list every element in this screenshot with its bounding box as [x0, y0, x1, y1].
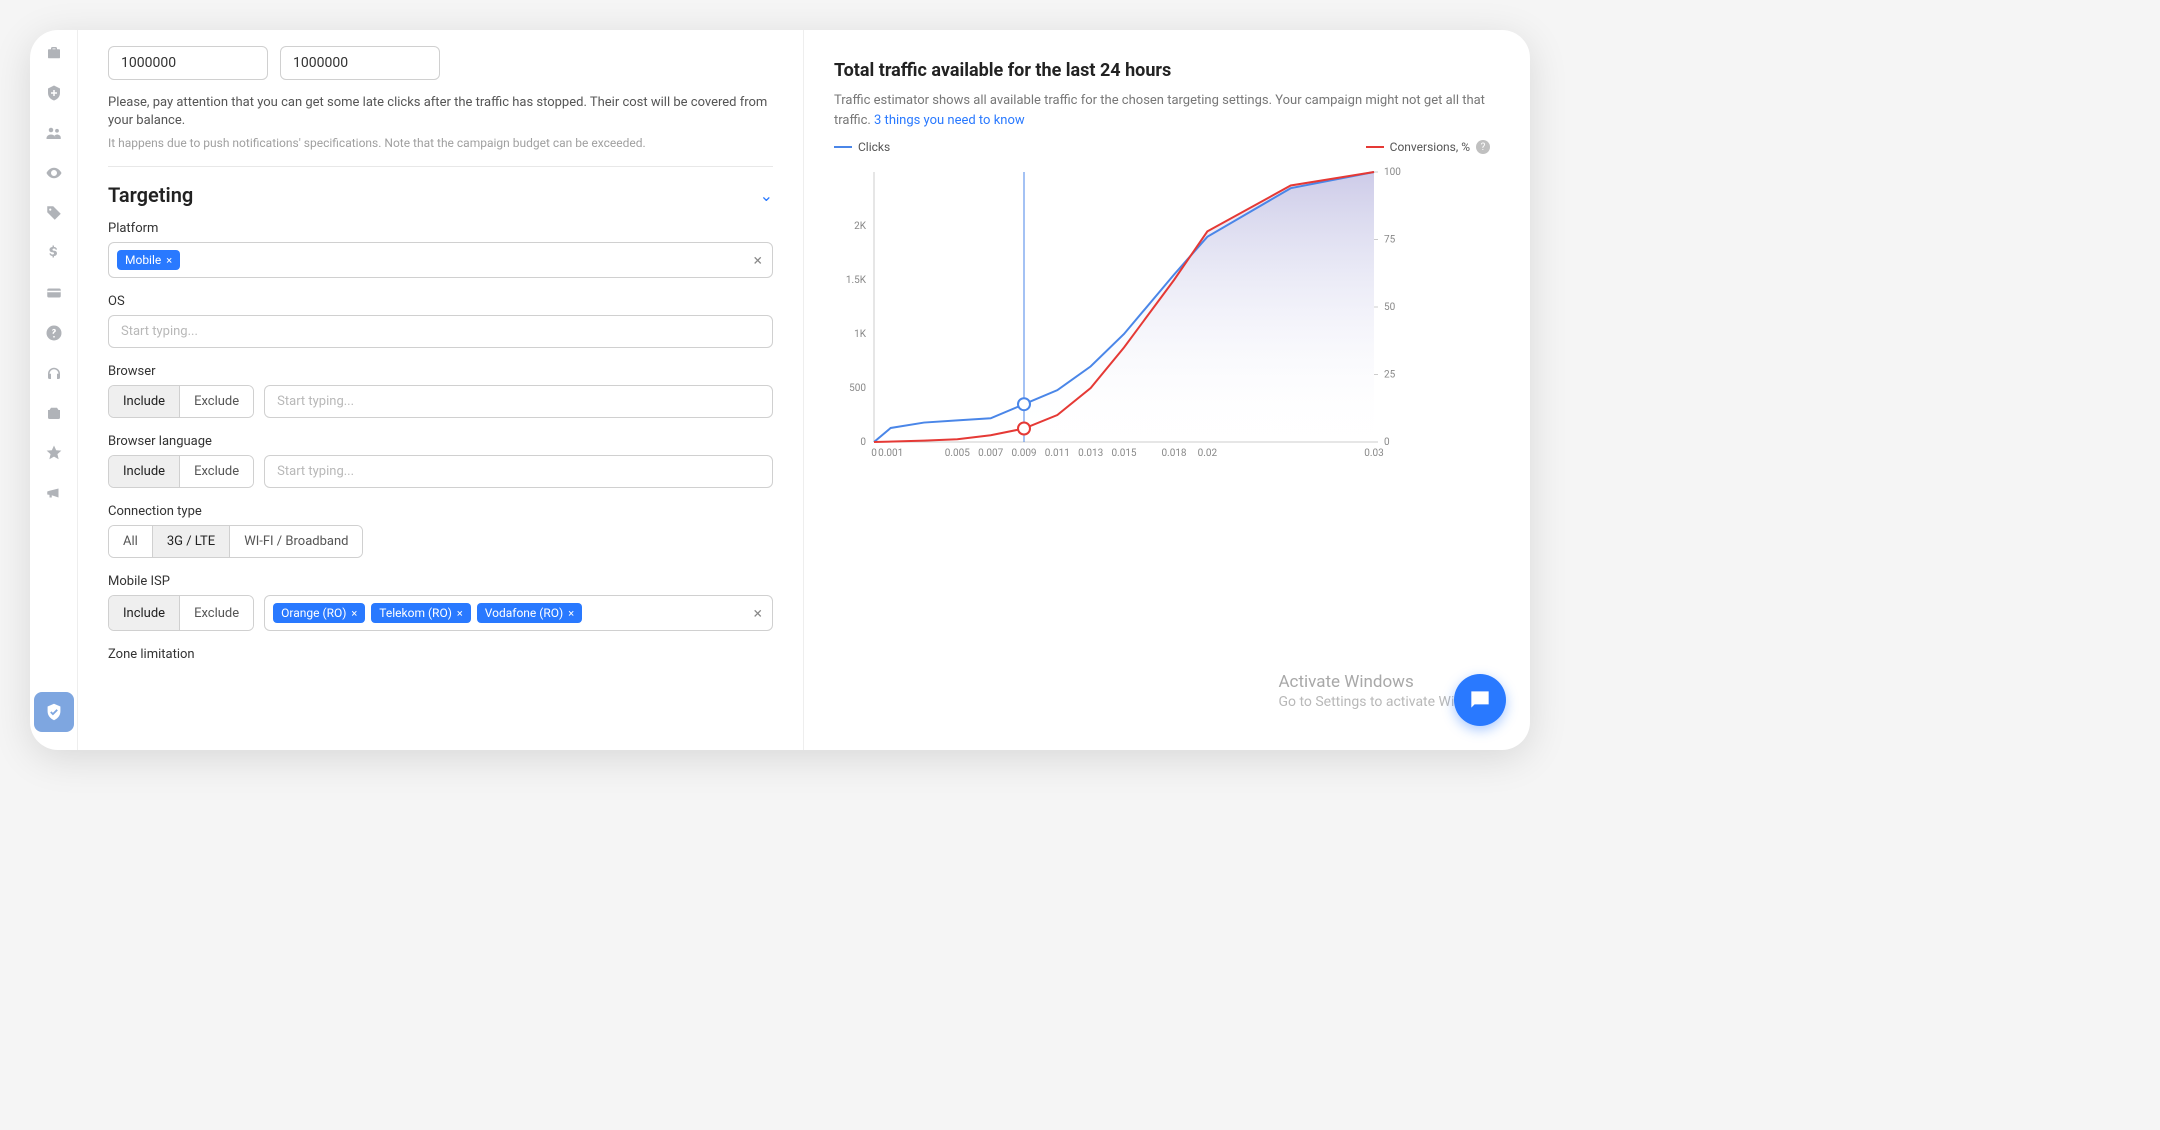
chip[interactable]: Telekom (RO) × — [371, 603, 470, 623]
plus-badge-icon[interactable] — [45, 84, 63, 102]
users-icon[interactable] — [45, 124, 63, 142]
svg-text:0: 0 — [1384, 437, 1390, 448]
browser-input[interactable] — [264, 385, 773, 418]
main-content: Please, pay attention that you can get s… — [78, 30, 1530, 750]
svg-text:0.001: 0.001 — [878, 448, 903, 459]
dollar-icon[interactable] — [45, 244, 63, 262]
clear-isp-icon[interactable]: × — [753, 604, 762, 623]
headphones-icon[interactable] — [45, 364, 63, 382]
svg-text:0: 0 — [860, 437, 866, 448]
browser-lang-label: Browser language — [108, 434, 773, 449]
star-icon[interactable] — [45, 444, 63, 462]
remove-chip-icon[interactable]: × — [457, 607, 463, 620]
traffic-description: Traffic estimator shows all available tr… — [834, 91, 1490, 130]
svg-text:1K: 1K — [854, 329, 867, 340]
svg-text:25: 25 — [1384, 370, 1396, 381]
browser-lang-include-exclude: Include Exclude — [108, 455, 254, 488]
remove-chip-icon[interactable]: × — [166, 254, 172, 267]
megaphone-icon[interactable] — [45, 484, 63, 502]
svg-text:1.5K: 1.5K — [846, 275, 867, 286]
os-input[interactable] — [108, 315, 773, 348]
svg-text:500: 500 — [849, 383, 866, 394]
budget-subnote: It happens due to push notifications' sp… — [108, 136, 773, 150]
isp-include-exclude: Include Exclude — [108, 595, 254, 631]
svg-text:0.007: 0.007 — [978, 448, 1003, 459]
browser-lang-include-button[interactable]: Include — [109, 456, 180, 487]
eye-icon[interactable] — [45, 164, 63, 182]
targeting-title: Targeting — [108, 183, 193, 207]
platform-input[interactable]: Mobile ×× — [108, 242, 773, 278]
svg-text:0.005: 0.005 — [945, 448, 970, 459]
legend-conversions: Conversions, % ? — [1366, 140, 1490, 154]
chat-fab-button[interactable] — [1454, 674, 1506, 726]
sidebar — [30, 30, 78, 750]
browser-exclude-button[interactable]: Exclude — [180, 386, 253, 417]
collapse-chevron-icon[interactable]: ⌄ — [760, 186, 773, 205]
svg-text:75: 75 — [1384, 235, 1396, 246]
remove-chip-icon[interactable]: × — [568, 607, 574, 620]
app-window: Please, pay attention that you can get s… — [30, 30, 1530, 750]
clear-platform-icon[interactable]: × — [753, 251, 762, 270]
chip[interactable]: Mobile × — [117, 250, 180, 270]
zone-limitation-label: Zone limitation — [108, 647, 773, 662]
svg-text:100: 100 — [1384, 167, 1401, 178]
connection-option-button[interactable]: All — [109, 526, 153, 557]
settings-pane: Please, pay attention that you can get s… — [78, 30, 804, 750]
budget-input-1[interactable] — [108, 46, 268, 80]
isp-exclude-button[interactable]: Exclude — [180, 596, 253, 630]
svg-text:0.015: 0.015 — [1111, 448, 1136, 459]
chart-legend: Clicks Conversions, % ? — [834, 140, 1490, 154]
traffic-chart: 05001K1.5K2K025507510000.0010.0050.0070.… — [834, 162, 1490, 476]
briefcase-icon[interactable] — [45, 44, 63, 62]
svg-text:50: 50 — [1384, 302, 1396, 313]
card-icon[interactable] — [45, 284, 63, 302]
os-label: OS — [108, 294, 773, 309]
browser-label: Browser — [108, 364, 773, 379]
svg-text:0.02: 0.02 — [1198, 448, 1218, 459]
remove-chip-icon[interactable]: × — [351, 607, 357, 620]
traffic-title: Total traffic available for the last 24 … — [834, 60, 1490, 81]
chip[interactable]: Vodafone (RO) × — [477, 603, 582, 623]
connection-option-button[interactable]: WI-FI / Broadband — [230, 526, 362, 557]
shield-check-icon[interactable] — [34, 692, 74, 732]
traffic-link[interactable]: 3 things you need to know — [874, 113, 1025, 128]
svg-text:0.013: 0.013 — [1078, 448, 1103, 459]
isp-include-button[interactable]: Include — [109, 596, 180, 630]
divider — [108, 166, 773, 167]
mobile-isp-label: Mobile ISP — [108, 574, 773, 589]
connection-option-button[interactable]: 3G / LTE — [153, 526, 230, 557]
platform-label: Platform — [108, 221, 773, 236]
svg-text:0.009: 0.009 — [1011, 448, 1036, 459]
svg-text:0.011: 0.011 — [1045, 448, 1070, 459]
budget-input-2[interactable] — [280, 46, 440, 80]
svg-text:0.03: 0.03 — [1364, 448, 1384, 459]
help-icon[interactable]: ? — [1476, 140, 1490, 154]
browser-lang-exclude-button[interactable]: Exclude — [180, 456, 253, 487]
svg-text:0: 0 — [871, 448, 877, 459]
connection-label: Connection type — [108, 504, 773, 519]
browser-include-exclude: Include Exclude — [108, 385, 254, 418]
connection-options: All3G / LTEWI-FI / Broadband — [108, 525, 363, 558]
toolbox-icon[interactable] — [45, 404, 63, 422]
browser-lang-input[interactable] — [264, 455, 773, 488]
windows-watermark: Activate Windows Go to Settings to activ… — [1278, 672, 1470, 710]
traffic-pane: Total traffic available for the last 24 … — [804, 30, 1530, 750]
legend-clicks: Clicks — [834, 140, 890, 154]
svg-text:2K: 2K — [854, 221, 867, 232]
chip[interactable]: Orange (RO) × — [273, 603, 365, 623]
isp-input[interactable]: Orange (RO) × Telekom (RO) × Vodafone (RO)… — [264, 595, 773, 631]
browser-include-button[interactable]: Include — [109, 386, 180, 417]
question-icon[interactable] — [45, 324, 63, 342]
chart-svg: 05001K1.5K2K025507510000.0010.0050.0070.… — [834, 162, 1414, 472]
budget-note: Please, pay attention that you can get s… — [108, 94, 773, 130]
svg-text:0.018: 0.018 — [1161, 448, 1186, 459]
tag-icon[interactable] — [45, 204, 63, 222]
